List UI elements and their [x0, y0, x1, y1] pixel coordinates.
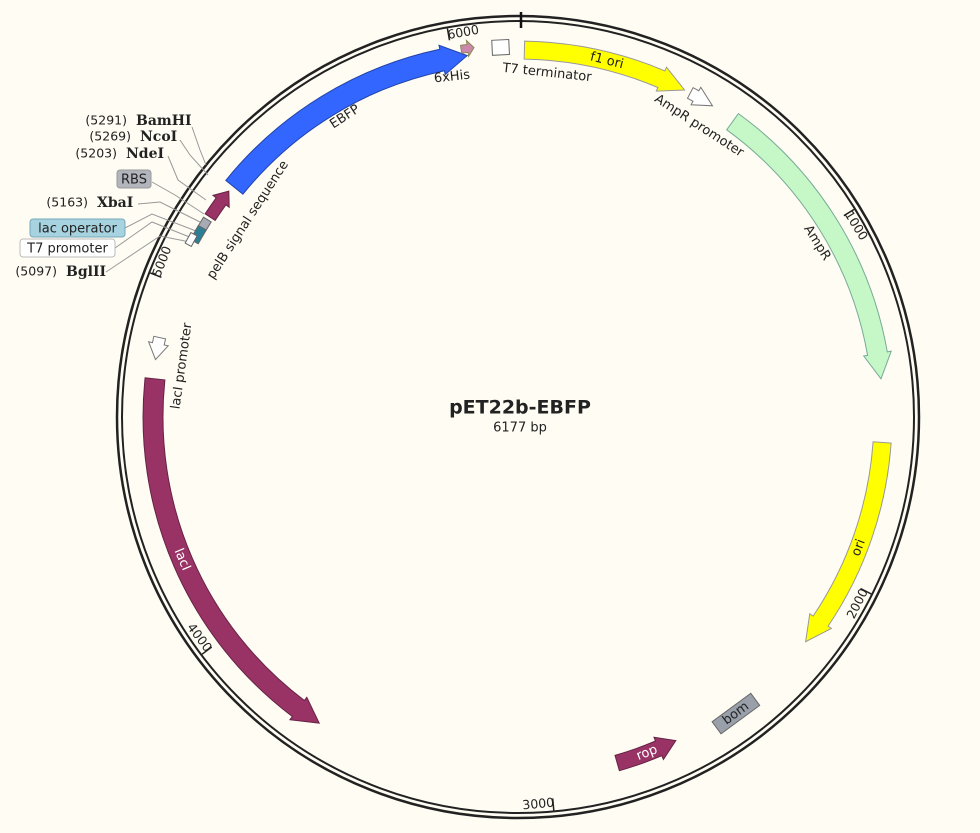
- scale-label: 3000: [522, 795, 555, 813]
- t7-terminator-box: [491, 38, 510, 56]
- backbone-inner: [121, 20, 915, 814]
- rop-arrow: [614, 736, 677, 772]
- backbone-outer: [115, 14, 921, 820]
- t7-promoter-box: [184, 231, 198, 248]
- feature-label: ori: [849, 537, 869, 558]
- site-name: XbaI: [97, 195, 133, 211]
- callout-line: [105, 235, 191, 273]
- site-position: (5163): [46, 195, 88, 210]
- callout-box: [19, 238, 116, 258]
- callout-line: [124, 213, 197, 232]
- callout-line: [179, 139, 209, 176]
- callout-line: [191, 126, 207, 166]
- feature-label: lacI promoter: [169, 321, 196, 410]
- pelb-arrow: [204, 190, 230, 222]
- callout-line: [137, 201, 201, 223]
- callout-line: [114, 221, 193, 249]
- laci-promoter-arrow: [147, 335, 170, 361]
- ampr-promoter-arrow: [686, 86, 714, 107]
- his-tag-arrow: [459, 39, 475, 58]
- site-name: NcoI: [140, 129, 177, 145]
- scale-tick: [201, 646, 213, 655]
- site-position: (5203): [75, 146, 117, 161]
- f1-ori-arrow: [523, 40, 686, 92]
- callout-label: T7 promoter: [26, 242, 108, 257]
- ampr-arrow: [726, 112, 892, 380]
- ori-arrow: [804, 441, 892, 643]
- scale-label: 6000: [446, 22, 480, 42]
- scale-tick: [446, 28, 451, 41]
- callout-line: [151, 181, 205, 215]
- callout-box: [116, 169, 152, 189]
- site-name: BamHI: [136, 113, 192, 129]
- scale-tick: [860, 587, 872, 595]
- scale-tick: [551, 798, 555, 811]
- map-title: pET22b-EBFP: [449, 397, 591, 419]
- callout-label: RBS: [121, 173, 147, 188]
- map-size: 6177 bp: [493, 421, 547, 436]
- callout-line: [167, 155, 207, 201]
- feature-label: 6xHis: [433, 68, 471, 87]
- bom-box: [711, 692, 761, 735]
- callout-label: lac operator: [38, 222, 117, 237]
- site-position: (5291): [85, 113, 127, 128]
- scale-tick: [843, 208, 855, 217]
- feature-label: rop: [634, 742, 659, 764]
- site-position: (5097): [15, 264, 57, 279]
- scale-tick: [149, 272, 162, 278]
- site-name: NdeI: [126, 146, 164, 162]
- callout-box: [29, 218, 126, 238]
- site-name: BglII: [66, 264, 106, 280]
- ebfp-arrow: [225, 44, 469, 195]
- laci-arrow: [142, 377, 321, 724]
- site-position: (5269): [89, 129, 131, 144]
